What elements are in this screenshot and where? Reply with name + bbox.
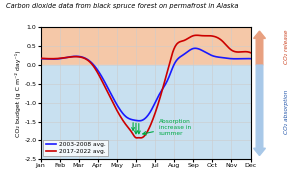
Text: Carbon dioxide data from black spruce forest on permafrost in Alaska: Carbon dioxide data from black spruce fo… [6,3,238,9]
2003-2008 avg. [140,119,144,122]
2003-2008 avg. [249,58,252,60]
2017-2022 avg. [212,35,215,37]
Text: CO₂ release: CO₂ release [284,29,289,64]
Line: 2003-2008 avg.: 2003-2008 avg. [40,48,250,121]
2017-2022 avg. [153,114,156,116]
2017-2022 avg. [139,137,142,139]
Y-axis label: CO₂ budget (g C m⁻² day⁻¹): CO₂ budget (g C m⁻² day⁻¹) [15,50,21,137]
2003-2008 avg. [139,119,142,122]
2003-2008 avg. [138,120,141,122]
2003-2008 avg. [194,47,197,49]
Text: CO₂ absorption: CO₂ absorption [284,90,289,134]
2017-2022 avg. [39,57,42,59]
2003-2008 avg. [212,55,215,57]
Text: Absorption
increase in
summer: Absorption increase in summer [143,119,191,135]
2017-2022 avg. [164,76,168,78]
2017-2022 avg. [249,52,252,54]
2017-2022 avg. [138,137,142,139]
Legend: 2003-2008 avg., 2017-2022 avg.: 2003-2008 avg., 2017-2022 avg. [44,140,108,156]
2017-2022 avg. [244,51,248,53]
2017-2022 avg. [140,137,144,139]
2003-2008 avg. [164,82,168,85]
2003-2008 avg. [244,57,248,60]
2017-2022 avg. [195,34,198,36]
2003-2008 avg. [39,58,42,60]
Line: 2017-2022 avg.: 2017-2022 avg. [40,35,250,138]
2003-2008 avg. [153,103,156,105]
